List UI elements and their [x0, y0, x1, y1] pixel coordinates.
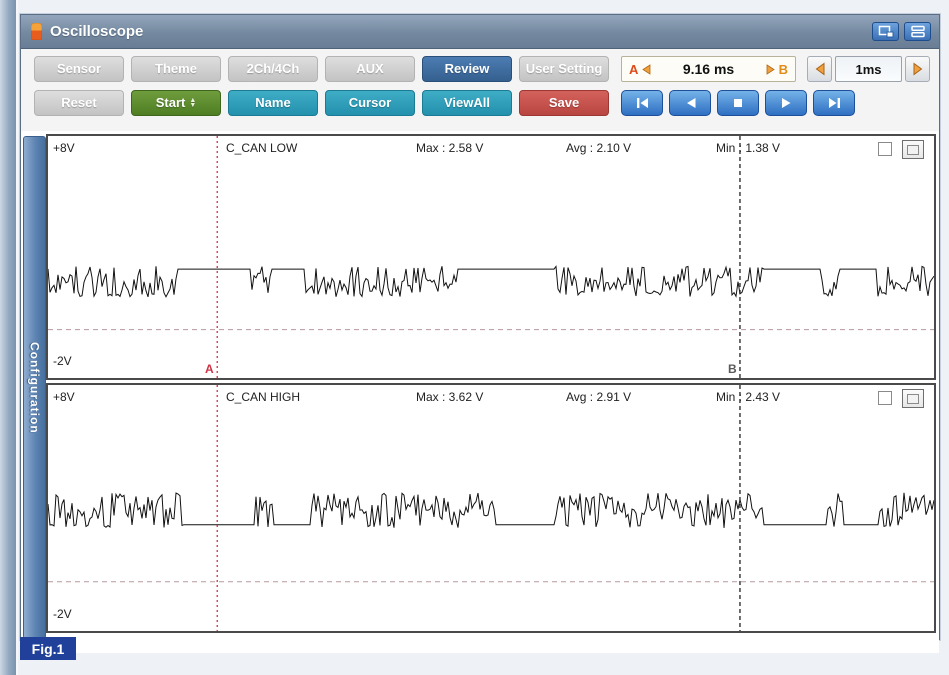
- waveform-can-high: [48, 385, 934, 631]
- stat-min: Min : 1.38 V: [716, 141, 781, 155]
- channel-panel-can-high: +8V C_CAN HIGH Max : 3.62 V Avg : 2.91 V…: [46, 383, 936, 633]
- y-min-label: -2V: [53, 607, 72, 621]
- flame-icon: [31, 23, 42, 40]
- split-horizontal-button[interactable]: [904, 22, 931, 41]
- triangle-right-icon: [766, 63, 775, 75]
- channel-panel-can-low: +8V C_CAN LOW Max : 2.58 V Avg : 2.10 V …: [46, 134, 936, 380]
- cursor-a-label: A: [629, 61, 639, 77]
- play-icon: [781, 98, 790, 108]
- reset-button[interactable]: Reset: [34, 89, 124, 116]
- theme-button[interactable]: Theme: [131, 55, 221, 82]
- y-max-label: +8V: [53, 141, 75, 155]
- skip-start-icon: [636, 98, 648, 108]
- sensor-button[interactable]: Sensor: [34, 55, 124, 82]
- stat-avg: Avg : 2.91 V: [566, 390, 632, 404]
- stat-max: Max : 2.58 V: [416, 141, 484, 155]
- ab-delta-time: 9.16 ms: [682, 61, 735, 77]
- toolbar-row-2: Reset Start ▲ ▼ Name Cursor ViewAll Save: [34, 89, 939, 116]
- channel-name: C_CAN LOW: [226, 141, 298, 155]
- start-button[interactable]: Start ▲ ▼: [131, 89, 221, 116]
- oscilloscope-window: Oscilloscope Sensor Theme 2Ch/4Ch AUX Re: [20, 14, 940, 653]
- stat-max: Max : 3.62 V: [416, 390, 484, 404]
- skip-end-icon: [828, 98, 840, 108]
- view-all-button[interactable]: ViewAll: [422, 89, 512, 116]
- channel-mode-button[interactable]: 2Ch/4Ch: [228, 55, 318, 82]
- ab-time-display: A 9.16 ms B: [621, 56, 796, 82]
- cursor-b-marker[interactable]: B: [728, 362, 737, 376]
- play-button[interactable]: [765, 90, 807, 116]
- name-button[interactable]: Name: [228, 89, 318, 116]
- cascade-icon: [878, 25, 893, 38]
- window-controls: [872, 22, 931, 41]
- titlebar: Oscilloscope: [21, 15, 939, 49]
- stat-min: Min : 2.43 V: [716, 390, 781, 404]
- cascade-window-button[interactable]: [872, 22, 899, 41]
- cursor-b-label: B: [778, 61, 788, 77]
- scope-area: Configuration +8V C_CAN LOW Max : 2.58 V…: [21, 131, 939, 653]
- skip-to-start-button[interactable]: [621, 90, 663, 116]
- skip-to-end-button[interactable]: [813, 90, 855, 116]
- stop-button[interactable]: [717, 90, 759, 116]
- cursor-a-marker[interactable]: A: [205, 362, 214, 376]
- step-back-icon: [686, 98, 695, 108]
- outer-frame-strip: [0, 0, 18, 675]
- channel-maximize-button[interactable]: [902, 389, 924, 408]
- user-setting-button[interactable]: User Setting: [519, 55, 609, 82]
- stat-avg: Avg : 2.10 V: [566, 141, 632, 155]
- waveform-can-low: [48, 136, 934, 378]
- channel-maximize-button[interactable]: [902, 140, 924, 159]
- channel-select-checkbox[interactable]: [878, 142, 892, 156]
- maximize-icon: [907, 144, 919, 155]
- y-min-label: -2V: [53, 354, 72, 368]
- timebase-decrease-button[interactable]: [807, 56, 832, 82]
- save-button[interactable]: Save: [519, 89, 609, 116]
- triangle-right-icon: [913, 62, 922, 76]
- aux-button[interactable]: AUX: [325, 55, 415, 82]
- review-button[interactable]: Review: [422, 55, 512, 82]
- figure-label: Fig.1: [20, 637, 76, 660]
- configuration-tab[interactable]: Configuration: [23, 136, 46, 639]
- triangle-left-icon: [815, 62, 824, 76]
- cursor-button[interactable]: Cursor: [325, 89, 415, 116]
- channel-select-checkbox[interactable]: [878, 391, 892, 405]
- y-max-label: +8V: [53, 390, 75, 404]
- toolbar: Sensor Theme 2Ch/4Ch AUX Review User Set…: [21, 49, 939, 131]
- stop-icon: [734, 99, 742, 107]
- up-down-spinner-icon: ▲ ▼: [189, 96, 197, 109]
- split-horizontal-icon: [910, 25, 925, 38]
- playback-controls: [621, 90, 855, 116]
- timebase-display: 1ms: [835, 56, 902, 82]
- window-title: Oscilloscope: [50, 23, 144, 40]
- toolbar-row-1: Sensor Theme 2Ch/4Ch AUX Review User Set…: [34, 55, 939, 82]
- timebase-increase-button[interactable]: [905, 56, 930, 82]
- triangle-left-icon: [642, 63, 651, 75]
- channel-name: C_CAN HIGH: [226, 390, 301, 404]
- maximize-icon: [907, 393, 919, 404]
- step-back-button[interactable]: [669, 90, 711, 116]
